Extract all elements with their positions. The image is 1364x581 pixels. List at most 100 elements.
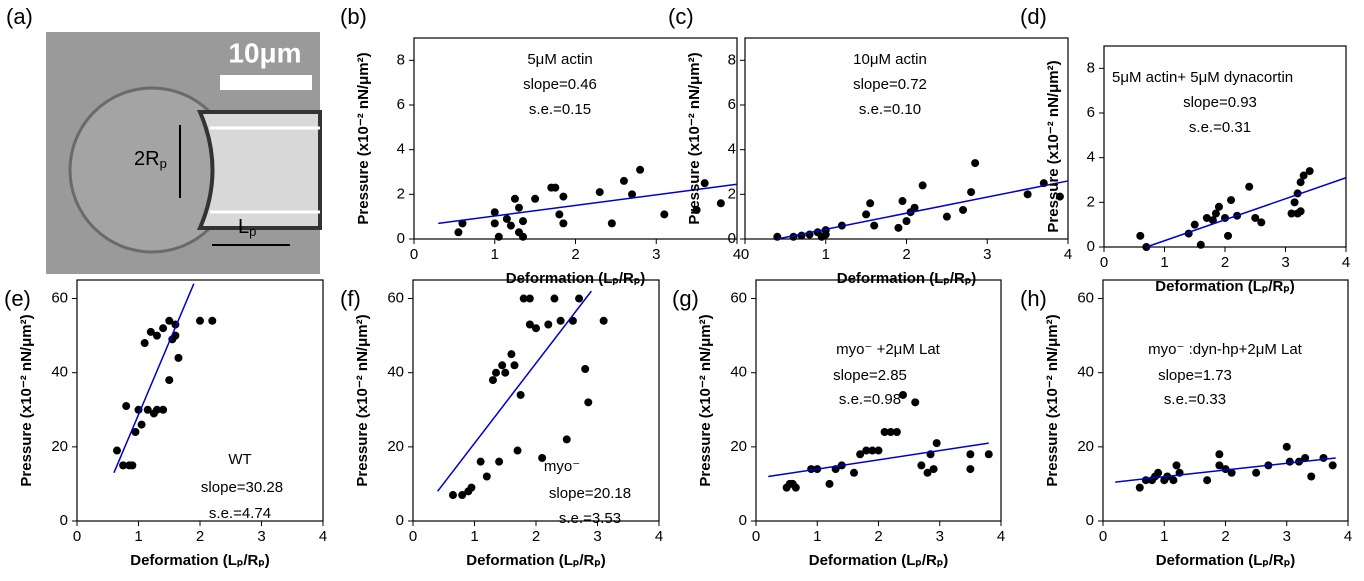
point [538,453,547,462]
x-tick-label: 0 [741,246,749,263]
point [868,446,877,455]
point [886,428,895,437]
point [165,376,174,385]
point [482,472,491,481]
y-tick-label: 40 [1077,364,1094,381]
annotation: slope=0.46 [523,76,597,93]
x-tick-label: 0 [1099,528,1107,545]
x-tick-label: 3 [1283,528,1291,545]
point [159,324,168,333]
panel-label: (c) [668,4,694,29]
point [1224,231,1233,240]
fit-line [1146,177,1347,248]
annotation: s.e.=0.10 [859,101,921,118]
point [929,465,938,474]
point [1154,468,1163,477]
point [514,203,523,212]
annotation: slope=2.85 [833,367,907,384]
point [119,461,128,470]
point [932,439,941,448]
scale-bar [220,75,312,90]
x-tick-label: 0 [1100,254,1108,271]
point [966,465,975,474]
point [519,232,528,241]
point [454,228,463,237]
annotation: s.e.=4.74 [209,505,271,522]
y-axis-label: Pressure (x10⁻² nN/μm²) [686,52,703,224]
y-tick-label: 20 [1077,438,1094,455]
point [559,219,568,228]
point [1227,196,1236,205]
point [143,405,152,414]
point [599,316,608,325]
point [492,368,501,377]
point [902,217,911,226]
point [892,428,901,437]
point [488,376,497,385]
x-tick-label: 1 [491,246,499,263]
x-tick-label: 1 [1160,254,1168,271]
y-axis-label: Pressure (x10⁻² nN/μm²) [355,52,372,224]
point [1328,461,1337,470]
point [660,210,669,219]
y-axis-label: Pressure (x10⁻² nN/μm²) [697,314,714,486]
point [458,219,467,228]
point [866,199,875,208]
y-tick-label: 6 [397,96,405,113]
y-tick-label: 60 [51,290,68,307]
point [984,450,993,459]
point [1307,472,1316,481]
point [862,210,871,219]
x-tick-label: 0 [409,528,417,545]
point [494,232,503,241]
point [152,331,161,340]
point [1290,198,1299,207]
point [959,205,968,214]
point [152,405,161,414]
point [791,483,800,492]
point [850,468,858,477]
y-tick-label: 2 [728,185,736,202]
point [525,320,534,329]
x-tick-label: 0 [410,246,418,263]
annotation: s.e.=0.98 [839,391,901,408]
point [1023,190,1032,199]
point [131,428,140,437]
point [584,398,593,407]
annotation: s.e.=0.33 [1164,391,1226,408]
x-tick-label: 4 [1064,246,1072,263]
point [1305,167,1314,176]
point [581,364,590,373]
y-tick-label: 40 [387,364,404,381]
x-tick-label: 1 [1160,528,1168,545]
y-axis-label: Pressure (x10⁻² nN/μm²) [18,314,35,486]
annotation: slope=30.28 [201,479,283,496]
point [1196,240,1205,249]
scale-label: 10μm [228,37,301,68]
point [559,192,568,201]
y-tick-label: 2 [1087,193,1095,210]
point [1214,202,1223,211]
point [1299,171,1308,180]
annotation: slope=0.93 [1183,94,1257,111]
annotation: 5μM actin [527,51,592,68]
y-tick-label: 4 [1087,149,1095,166]
point [898,197,907,206]
point [1215,450,1224,459]
x-tick-label: 2 [571,246,579,263]
annotation: myo⁻ :dyn-hp+2μM Lat [1148,341,1303,358]
x-tick-label: 2 [1221,528,1229,545]
point [870,221,879,230]
point [1252,468,1261,477]
point [692,205,701,214]
point [1203,476,1212,485]
point [507,350,516,359]
pipette-wall [210,126,320,214]
point [525,294,534,303]
point [501,368,510,377]
point [911,398,920,407]
y-tick-label: 60 [1077,290,1094,307]
